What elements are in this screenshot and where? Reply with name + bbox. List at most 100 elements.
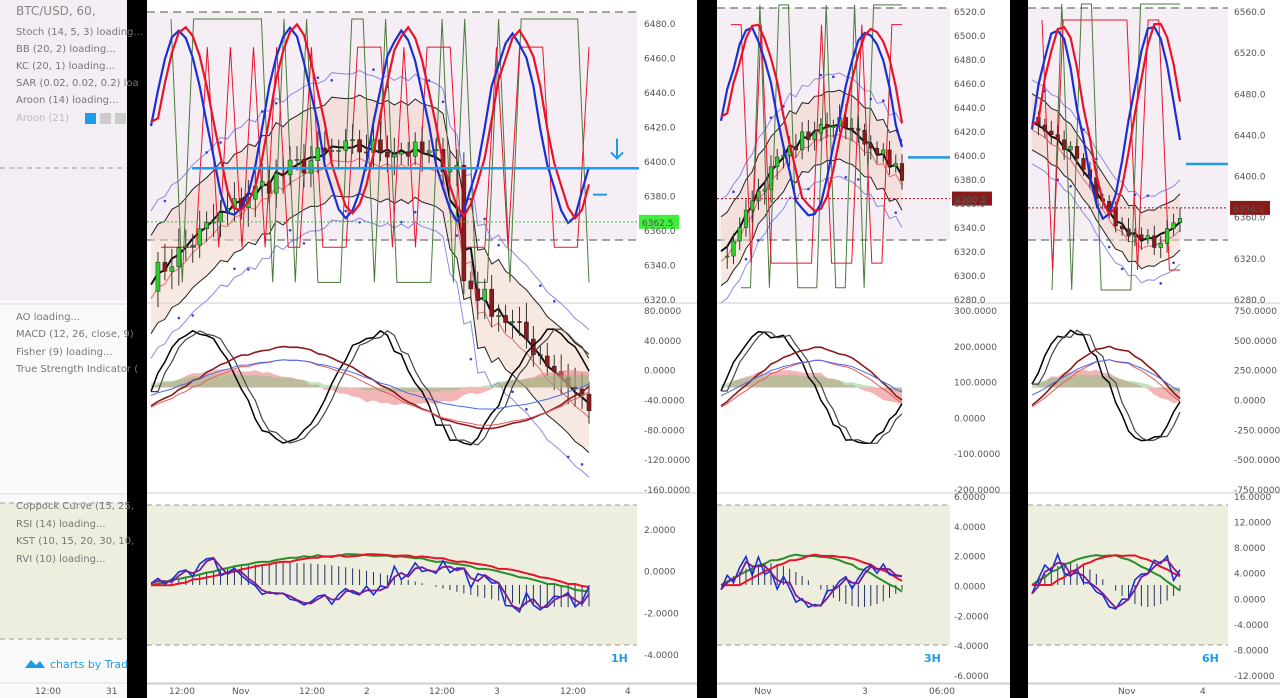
sar-dot xyxy=(1159,282,1162,285)
legend-fisher[interactable]: Fisher (9) loading... xyxy=(16,347,113,358)
osc-tick: 200.0000 xyxy=(954,343,997,353)
candle xyxy=(731,240,736,257)
candle xyxy=(503,315,508,323)
osc-tick: 750.0000 xyxy=(1234,307,1277,317)
candle xyxy=(294,159,300,161)
price-tick: 6360.0 xyxy=(1234,214,1266,224)
x-tick: 12:00 xyxy=(169,687,195,697)
price-tick: 6380.0 xyxy=(954,176,986,186)
bottom-tick: 8.0000 xyxy=(1234,544,1266,554)
fisher-line xyxy=(150,328,590,446)
candle xyxy=(475,288,481,301)
bb-upper-line xyxy=(720,72,903,201)
legend-kc[interactable]: KC (20, 1) loading... xyxy=(16,61,115,72)
candle xyxy=(1158,243,1163,248)
price-tick: 6360.0 xyxy=(644,227,676,237)
legend-bb[interactable]: BB (20, 2) loading... xyxy=(16,44,116,55)
candle xyxy=(1171,222,1176,229)
bottom-tick: 16.0000 xyxy=(1234,493,1271,503)
macd-histogram xyxy=(151,374,589,393)
price-tick: 6440.0 xyxy=(644,89,676,99)
bb-upper-line xyxy=(1031,79,1181,200)
legend-kst[interactable]: KST (10, 15, 20, 30, 10, xyxy=(16,536,134,547)
kc-mid-line xyxy=(150,143,590,405)
x-tick: Nov xyxy=(232,687,250,697)
price-tick: 6420.0 xyxy=(954,128,986,138)
candle xyxy=(793,146,798,151)
tsi-line xyxy=(1031,345,1181,406)
x-tick: 4 xyxy=(1200,687,1206,697)
sar-dot xyxy=(233,267,236,271)
candle xyxy=(259,181,265,187)
candle xyxy=(378,139,383,153)
candle xyxy=(176,247,182,268)
osc-tick: -120.0000 xyxy=(644,456,690,466)
candle xyxy=(1152,235,1157,248)
bottom-tick: -8.0000 xyxy=(1234,646,1269,656)
sar-dot xyxy=(1172,261,1175,265)
candle xyxy=(1132,234,1138,237)
close-icon[interactable] xyxy=(115,113,126,124)
candle xyxy=(551,365,557,372)
candle xyxy=(489,288,494,317)
legend-rvi[interactable]: RVI (10) loading... xyxy=(16,554,105,565)
sar-dot xyxy=(260,110,264,113)
candle xyxy=(315,147,321,161)
bottom-tick: -4.0000 xyxy=(644,651,679,661)
bottom-tick: 2.0000 xyxy=(954,553,986,563)
price-tick: 6480.0 xyxy=(954,56,986,66)
candle xyxy=(426,150,432,154)
legend-aroon-14[interactable]: Aroon (14) loading... xyxy=(16,95,119,106)
rsi-line xyxy=(1031,552,1181,610)
legend-sar[interactable]: SAR (0.02, 0.02, 0.2) loa xyxy=(16,78,139,89)
candle xyxy=(825,124,830,128)
x-tick: Nov xyxy=(754,687,772,697)
legend-rsi[interactable]: RSI (14) loading... xyxy=(16,519,106,530)
sar-dot xyxy=(1082,128,1085,131)
sar-dot xyxy=(219,141,222,144)
aroon-down-line xyxy=(731,24,902,264)
candle xyxy=(1177,218,1183,224)
sar-dot xyxy=(857,178,860,181)
sar-dot xyxy=(316,76,320,80)
candle xyxy=(812,132,817,141)
macd-line xyxy=(1031,359,1181,396)
legend-coppock[interactable]: Coppock Curve (15, 25, xyxy=(16,501,134,512)
legend-macd[interactable]: MACD (12, 26, close, 9) xyxy=(16,329,134,340)
price-tick: 6280.0 xyxy=(1234,296,1266,306)
osc-tick: -250.0000 xyxy=(1234,426,1280,436)
price-tick: 6320.0 xyxy=(954,248,986,258)
sar-dot xyxy=(539,284,542,288)
bb-basis-line xyxy=(150,157,590,418)
candle xyxy=(756,190,761,202)
price-tick: 6380.0 xyxy=(644,193,676,203)
keltner-fill xyxy=(1032,93,1180,269)
ao-histogram xyxy=(721,370,902,405)
candle xyxy=(874,147,880,155)
sar-dot xyxy=(413,210,417,214)
bottom-tick: 6.0000 xyxy=(954,493,986,503)
sar-dot xyxy=(483,217,487,221)
legend-aroon-21[interactable]: Aroon (21) xyxy=(16,113,69,124)
fisher-trigger-line xyxy=(1032,329,1181,442)
last-price-label: 6360.5 xyxy=(955,196,987,206)
candle xyxy=(392,153,397,158)
legend-ao[interactable]: AO loading... xyxy=(16,312,80,323)
legend-tsi[interactable]: True Strength Indicator ( xyxy=(15,364,138,375)
settings-icon[interactable] xyxy=(100,113,111,124)
candle xyxy=(538,354,543,357)
price-tick: 6400.0 xyxy=(1234,173,1266,183)
kc-lower-line xyxy=(720,158,903,287)
osc-tick: 0.0000 xyxy=(1234,397,1266,407)
stoch-k-line xyxy=(149,25,591,225)
ao-histogram xyxy=(1032,369,1180,404)
sar-dot xyxy=(274,101,278,105)
symbol-title: BTC/USD, 60, xyxy=(16,4,96,18)
legend-stoch[interactable]: Stoch (14, 5, 3) loading... xyxy=(16,27,143,38)
legend-osc: AO loading... MACD (12, 26, close, 9) Fi… xyxy=(15,312,138,375)
eye-icon[interactable] xyxy=(85,113,96,124)
last-price-badge xyxy=(639,214,679,229)
sar-dot xyxy=(372,68,375,71)
price-tick: 6500.0 xyxy=(954,32,986,42)
